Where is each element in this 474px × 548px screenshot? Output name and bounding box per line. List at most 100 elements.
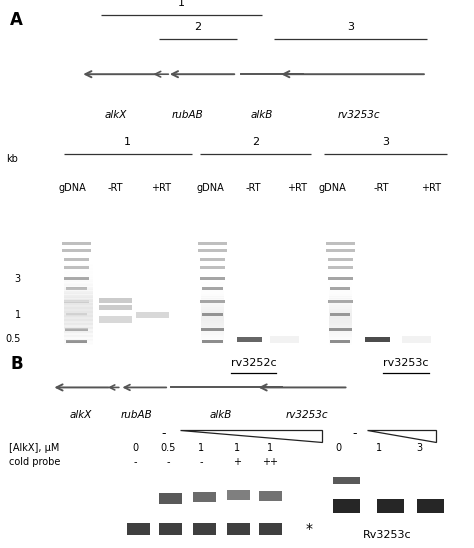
Bar	[329, 288, 352, 290]
Bar	[200, 300, 225, 303]
Text: +RT: +RT	[287, 182, 307, 192]
Bar	[64, 323, 93, 325]
Bar	[329, 337, 352, 339]
Bar	[64, 272, 93, 274]
Bar	[64, 277, 89, 279]
Bar	[64, 308, 93, 310]
Bar	[377, 499, 404, 513]
Bar	[201, 280, 224, 282]
Bar	[201, 325, 224, 327]
Bar	[64, 291, 93, 293]
Bar	[99, 305, 132, 310]
Bar	[402, 336, 431, 342]
Bar	[329, 272, 352, 274]
Bar	[64, 270, 93, 271]
Bar	[329, 278, 352, 281]
Bar	[329, 315, 352, 317]
Bar	[326, 242, 355, 246]
Text: 3: 3	[382, 137, 389, 147]
Bar	[329, 302, 352, 305]
Text: A: A	[10, 10, 23, 28]
Bar	[329, 280, 352, 282]
Polygon shape	[367, 430, 436, 442]
Text: gDNA: gDNA	[58, 182, 86, 192]
Bar	[64, 294, 93, 295]
Bar	[201, 282, 224, 284]
Bar	[201, 328, 224, 332]
Bar	[201, 323, 224, 325]
Bar	[329, 343, 352, 345]
Bar	[329, 284, 352, 287]
Text: 0: 0	[336, 443, 342, 453]
Text: Rv3253c: Rv3253c	[363, 530, 412, 540]
Bar	[201, 306, 224, 309]
Bar	[136, 312, 170, 317]
Text: 1: 1	[234, 443, 240, 453]
Bar	[259, 523, 282, 535]
Text: rubAB: rubAB	[172, 110, 203, 119]
Text: 1: 1	[199, 443, 204, 453]
Bar	[198, 242, 227, 246]
Bar	[64, 301, 93, 304]
Bar	[329, 331, 352, 333]
Bar	[66, 340, 87, 343]
Bar	[201, 327, 224, 329]
Bar	[326, 249, 355, 253]
Bar	[201, 264, 224, 266]
Bar	[64, 324, 93, 327]
Bar	[64, 288, 93, 290]
Bar	[64, 303, 93, 305]
Bar	[328, 266, 353, 269]
Bar	[64, 265, 93, 267]
Bar	[237, 337, 262, 342]
Bar	[65, 328, 88, 332]
Bar	[201, 300, 224, 302]
Bar	[64, 340, 93, 342]
Bar	[201, 321, 224, 323]
Bar	[64, 334, 93, 336]
Bar	[227, 523, 250, 535]
Bar	[329, 339, 352, 341]
Bar	[330, 313, 350, 316]
Bar	[201, 341, 224, 343]
Bar	[64, 258, 89, 261]
Bar	[259, 490, 282, 501]
Bar	[202, 313, 223, 316]
Bar	[64, 306, 93, 307]
Bar	[201, 272, 224, 274]
Bar	[64, 300, 89, 303]
Bar	[201, 294, 224, 296]
Bar	[64, 266, 89, 269]
Bar	[64, 343, 93, 345]
Bar	[329, 309, 352, 311]
Bar	[64, 329, 93, 332]
Text: kb: kb	[7, 155, 18, 164]
Text: +RT: +RT	[421, 182, 441, 192]
Text: rv3253c: rv3253c	[383, 357, 429, 368]
Bar	[202, 340, 223, 343]
Bar	[329, 290, 352, 293]
Text: rubAB: rubAB	[120, 410, 152, 420]
Bar	[64, 279, 93, 281]
Bar	[201, 266, 224, 268]
Bar	[329, 268, 352, 270]
Bar	[64, 276, 93, 278]
Text: 0: 0	[132, 443, 138, 453]
Bar	[64, 271, 93, 273]
Text: 0.5: 0.5	[161, 443, 176, 453]
Text: +: +	[233, 458, 241, 467]
Text: -: -	[200, 458, 203, 467]
Text: alkX: alkX	[104, 110, 127, 119]
Bar	[329, 274, 352, 276]
Bar	[99, 316, 132, 320]
Bar	[64, 322, 93, 324]
Bar	[329, 282, 352, 284]
Bar	[99, 320, 132, 323]
Bar	[201, 305, 224, 307]
Bar	[201, 311, 224, 313]
Bar	[201, 270, 224, 272]
Bar	[64, 312, 93, 315]
Bar	[66, 313, 87, 316]
Bar	[201, 343, 224, 345]
Text: rv3252c: rv3252c	[231, 357, 276, 368]
